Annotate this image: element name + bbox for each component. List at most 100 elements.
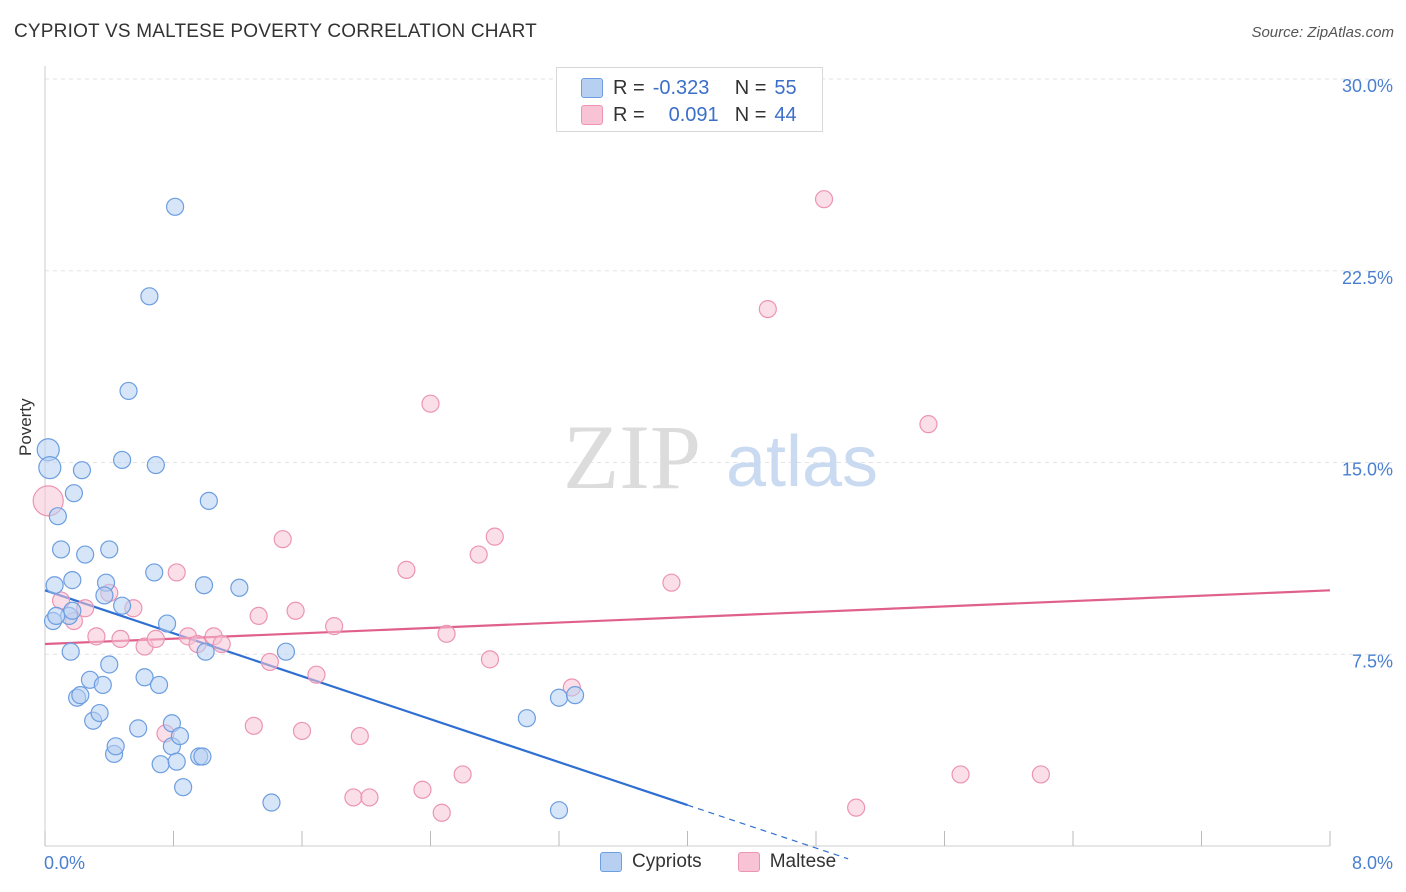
- point-maltese: [413, 780, 432, 799]
- legend-label-cypriots: Cypriots: [632, 851, 702, 872]
- point-cypriots: [63, 601, 82, 620]
- point-cypriots: [230, 578, 249, 597]
- point-maltese: [292, 721, 312, 741]
- point-cypriots: [167, 752, 186, 771]
- point-maltese: [212, 634, 231, 654]
- point-cypriots: [149, 675, 169, 695]
- point-cypriots: [72, 461, 92, 480]
- y-tick-label: 30.0%: [1342, 76, 1393, 96]
- legend-r-label: R =: [613, 103, 645, 126]
- x-tick-label: 8.0%: [1352, 853, 1393, 873]
- cypriots-swatch: [600, 852, 622, 872]
- trend-lines: [44, 589, 1331, 860]
- point-cypriots: [517, 709, 536, 728]
- point-maltese: [350, 726, 369, 746]
- legend-row-maltese: R = 0.091 N = 44: [581, 103, 797, 127]
- legend-r-value: 0.091: [668, 103, 719, 126]
- point-maltese: [249, 606, 268, 626]
- point-maltese: [485, 527, 504, 546]
- point-cypriots: [48, 507, 67, 526]
- stats-legend: R = -0.323 N = 55 R = 0.091 N = 44: [556, 67, 823, 132]
- point-cypriots: [47, 606, 66, 626]
- watermark-atlas: atlas: [726, 422, 878, 502]
- point-cypriots: [119, 381, 138, 401]
- point-maltese: [344, 788, 363, 807]
- point-maltese: [397, 560, 416, 579]
- legend-item-cypriots[interactable]: Cypriots: [600, 851, 702, 873]
- point-cypriots: [174, 778, 193, 797]
- point-cypriots: [276, 642, 296, 661]
- point-cypriots: [135, 668, 154, 687]
- legend-n-label: N =: [734, 103, 767, 126]
- point-maltese: [421, 394, 440, 413]
- point-maltese: [146, 629, 165, 649]
- point-cypriots: [549, 801, 569, 820]
- point-cypriots: [140, 287, 159, 306]
- point-cypriots: [100, 655, 119, 674]
- point-maltese: [87, 627, 106, 646]
- point-maltese: [273, 530, 292, 549]
- legend-row-cypriots: R = -0.323 N = 55: [581, 76, 797, 100]
- legend-item-maltese[interactable]: Maltese: [737, 851, 837, 873]
- point-maltese: [111, 629, 130, 649]
- point-maltese: [325, 617, 344, 636]
- point-maltese: [847, 798, 866, 817]
- tick-labels: 7.5% 15.0% 22.5% 30.0% 0.0% 8.0%: [44, 76, 1393, 873]
- point-cypriots: [100, 540, 119, 559]
- point-cypriots: [151, 755, 170, 774]
- point-cypriots: [262, 793, 281, 812]
- point-cypriots: [112, 450, 132, 470]
- point-cypriots: [93, 675, 112, 695]
- legend-n-label: N =: [734, 76, 767, 99]
- point-cypriots: [170, 726, 190, 746]
- point-cypriots: [565, 686, 585, 705]
- point-cypriots: [196, 642, 215, 661]
- point-cypriots: [71, 686, 90, 705]
- point-cypriots: [76, 545, 95, 564]
- trend-line-cypriots: [44, 589, 688, 807]
- legend-n-value: 55: [774, 76, 797, 99]
- point-cypriots: [129, 719, 148, 738]
- point-maltese: [286, 601, 305, 620]
- point-maltese: [662, 573, 681, 592]
- point-maltese: [244, 716, 263, 735]
- chart-source: Source: ZipAtlas.com: [1251, 24, 1394, 41]
- cypriots-swatch: [581, 78, 603, 98]
- point-cypriots: [90, 703, 109, 723]
- maltese-swatch: [737, 852, 760, 872]
- point-maltese: [469, 545, 488, 564]
- point-cypriots: [106, 737, 125, 756]
- point-maltese: [951, 765, 970, 784]
- point-cypriots: [549, 688, 569, 707]
- gridlines: [45, 78, 1392, 655]
- y-tick-label: 7.5%: [1352, 651, 1393, 671]
- point-cypriots: [145, 563, 164, 582]
- legend-r-label: R =: [613, 76, 645, 99]
- point-cypriots: [193, 747, 212, 766]
- x-tick-label: 0.0%: [44, 853, 85, 873]
- point-cypriots: [146, 455, 165, 475]
- point-maltese: [1031, 765, 1050, 784]
- watermark-zip: ZIP: [563, 406, 701, 508]
- point-cypriots: [166, 197, 185, 216]
- chart-title: CYPRIOT VS MALTESE POVERTY CORRELATION C…: [14, 21, 537, 42]
- point-maltese: [814, 190, 834, 209]
- point-cypriots: [95, 586, 114, 605]
- legend-r-value: -0.323: [652, 76, 710, 99]
- point-cypriots: [63, 571, 82, 590]
- point-cypriots: [157, 614, 177, 633]
- y-tick-label: 22.5%: [1342, 268, 1393, 288]
- legend-label-maltese: Maltese: [769, 851, 837, 872]
- point-cypriots: [64, 484, 84, 503]
- series-legend: Cypriots Maltese: [600, 851, 872, 873]
- point-maltese: [437, 624, 456, 643]
- point-cypriots: [51, 540, 71, 559]
- maltese-swatch: [581, 105, 603, 125]
- point-maltese: [307, 665, 326, 684]
- point-maltese: [480, 650, 500, 669]
- point-cypriots: [162, 714, 181, 733]
- data-points: [32, 190, 1050, 822]
- y-tick-label: 15.0%: [1342, 460, 1393, 480]
- point-maltese: [167, 563, 186, 582]
